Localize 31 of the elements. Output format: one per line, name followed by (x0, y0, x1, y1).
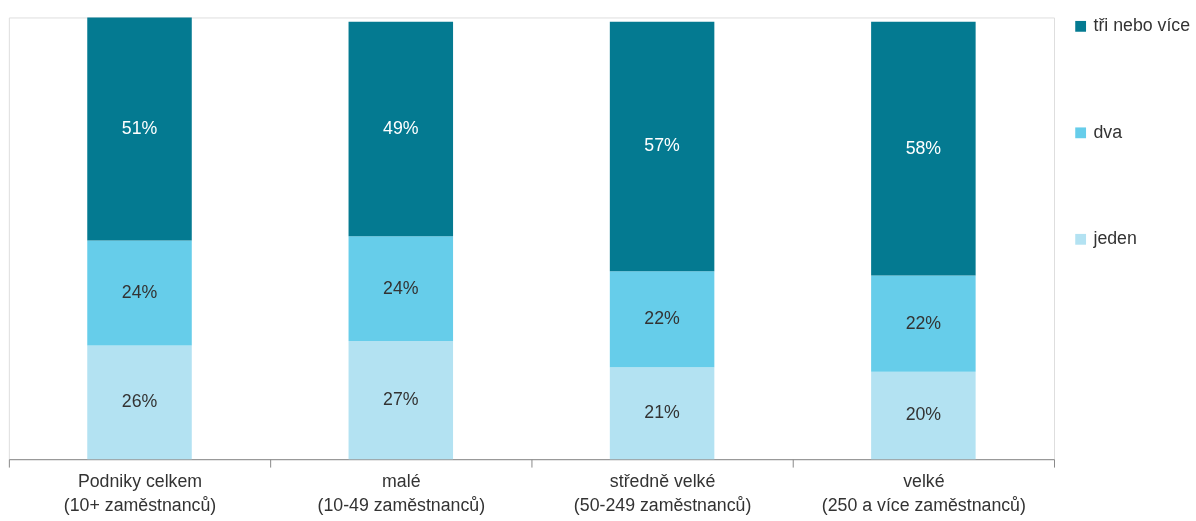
x-tick-label: Podniky celkem (10+ zaměstnanců) (63, 471, 217, 515)
bar (871, 275, 976, 372)
bar (871, 371, 976, 460)
data-label: 26% (121, 391, 158, 412)
legend-label: dva (1093, 121, 1123, 142)
data-label: 57% (644, 135, 681, 156)
x-tick-label: malé (10-49 zaměstnanců) (317, 471, 486, 515)
data-label: 24% (383, 277, 419, 298)
data-label: 49% (383, 117, 419, 138)
bar (871, 21, 976, 276)
x-tick-label: středně velké (50-249 zaměstnanců) (573, 471, 752, 515)
bar (348, 236, 454, 342)
data-label: 21% (644, 402, 681, 423)
bar (609, 367, 715, 460)
data-label: 27% (383, 389, 419, 410)
x-tick-label: velké (250 a více zaměstnanců) (821, 471, 1026, 515)
data-label: 24% (121, 281, 158, 302)
data-label: 58% (905, 137, 942, 158)
bar (348, 341, 454, 460)
legend-label: tři nebo více (1093, 15, 1191, 36)
data-label: 22% (644, 308, 681, 329)
bar (609, 21, 715, 272)
data-label: 51% (121, 117, 158, 138)
bar (87, 345, 192, 460)
bar (87, 17, 192, 241)
data-label: 20% (905, 404, 942, 425)
bar (87, 240, 192, 346)
data-label: 22% (905, 312, 942, 333)
legend-label: jeden (1092, 228, 1137, 249)
bar (348, 21, 454, 237)
bar (609, 271, 715, 368)
